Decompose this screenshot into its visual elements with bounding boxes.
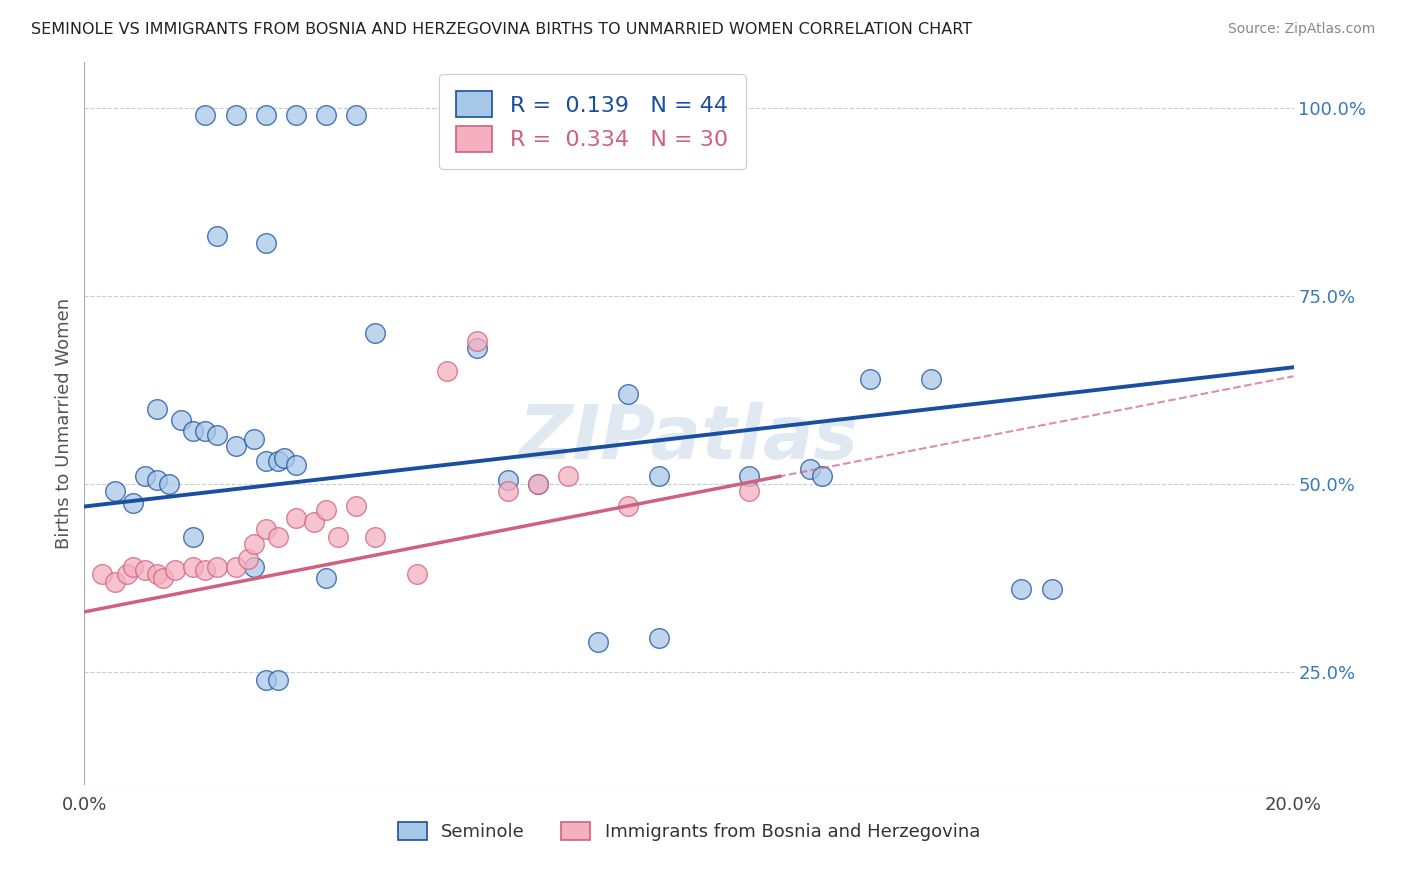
Point [285,510,308,524]
Point [146,473,169,487]
Point [225,108,247,122]
Point [346,500,368,514]
Point [207,428,229,442]
Point [170,413,193,427]
Point [859,371,882,385]
Point [315,503,337,517]
Point [165,564,187,578]
Point [648,631,671,645]
Text: Source: ZipAtlas.com: Source: ZipAtlas.com [1227,22,1375,37]
Point [557,469,579,483]
Point [152,571,174,585]
Point [799,462,821,476]
Point [617,386,640,401]
Point [254,454,277,468]
Point [467,342,489,356]
Point [363,326,385,341]
Point [346,108,368,122]
Point [527,476,550,491]
Point [328,530,350,544]
Point [617,500,640,514]
Point [436,364,458,378]
Point [121,496,143,510]
Point [315,571,337,585]
Point [225,439,247,453]
Point [194,108,217,122]
Point [134,469,156,483]
Point [738,484,761,499]
Y-axis label: Births to Unmarried Women: Births to Unmarried Women [55,298,73,549]
Point [588,635,610,649]
Point [920,371,942,385]
Point [242,432,264,446]
Point [181,530,204,544]
Point [496,473,519,487]
Point [254,108,277,122]
Point [363,530,385,544]
Point [157,476,180,491]
Point [134,564,156,578]
Point [496,484,519,499]
Point [242,559,264,574]
Point [285,108,308,122]
Text: ZIPatlas: ZIPatlas [519,401,859,475]
Point [527,476,550,491]
Point [406,567,429,582]
Point [273,450,295,465]
Point [181,424,204,438]
Legend: Seminole, Immigrants from Bosnia and Herzegovina: Seminole, Immigrants from Bosnia and Her… [391,814,987,848]
Point [115,567,138,582]
Point [315,108,337,122]
Point [267,530,290,544]
Text: SEMINOLE VS IMMIGRANTS FROM BOSNIA AND HERZEGOVINA BIRTHS TO UNMARRIED WOMEN COR: SEMINOLE VS IMMIGRANTS FROM BOSNIA AND H… [31,22,972,37]
Point [225,559,247,574]
Point [104,574,127,589]
Point [648,469,671,483]
Point [104,484,127,499]
Point [146,567,169,582]
Point [242,537,264,551]
Point [207,559,229,574]
Point [267,454,290,468]
Point [254,236,277,251]
Point [121,559,143,574]
Point [302,515,325,529]
Point [267,673,290,687]
Point [467,334,489,348]
Point [207,228,229,243]
Point [254,522,277,536]
Point [1040,582,1063,597]
Point [91,567,114,582]
Point [194,424,217,438]
Point [254,673,277,687]
Point [146,401,169,416]
Point [236,552,259,566]
Point [285,458,308,472]
Point [1011,582,1033,597]
Point [194,564,217,578]
Point [181,559,204,574]
Point [811,469,834,483]
Point [738,469,761,483]
